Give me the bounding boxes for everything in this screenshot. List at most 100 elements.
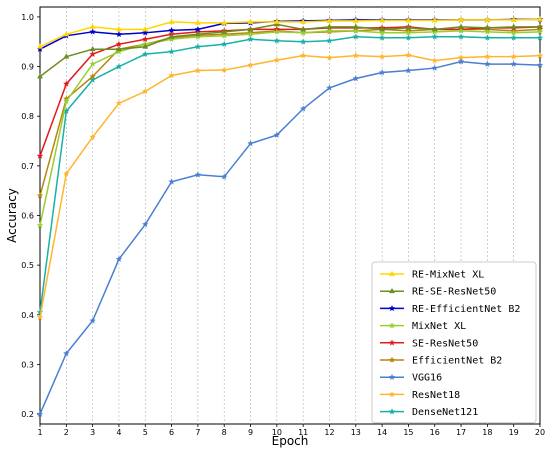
data-point bbox=[484, 53, 491, 60]
y-tick-label: 0.4 bbox=[21, 311, 34, 320]
data-point bbox=[168, 48, 175, 55]
legend-swatch-marker bbox=[388, 339, 396, 346]
data-point bbox=[37, 43, 43, 49]
data-point bbox=[431, 17, 438, 23]
x-tick-label: 14 bbox=[377, 428, 387, 437]
data-point bbox=[89, 28, 96, 35]
legend-swatch-marker bbox=[388, 356, 396, 363]
data-point bbox=[142, 29, 149, 36]
data-point bbox=[142, 43, 149, 49]
data-point bbox=[89, 23, 96, 29]
data-point bbox=[510, 16, 517, 22]
legend-label: RE-EfficientNet B2 bbox=[412, 304, 520, 315]
legend-label: MixNet XL bbox=[412, 321, 466, 332]
data-point bbox=[220, 66, 228, 73]
y-axis-label: Accuracy bbox=[5, 188, 19, 243]
legend-entry: EfficientNet B2 bbox=[380, 356, 502, 367]
data-point bbox=[378, 53, 386, 60]
data-point bbox=[221, 28, 228, 34]
data-point bbox=[484, 16, 491, 22]
data-point bbox=[537, 16, 543, 22]
y-tick-label: 0.9 bbox=[21, 63, 34, 72]
data-point bbox=[36, 192, 44, 199]
legend-label: ResNet18 bbox=[412, 390, 460, 401]
data-point bbox=[247, 35, 254, 43]
data-point bbox=[405, 17, 412, 23]
legend-swatch-marker bbox=[389, 287, 395, 294]
data-point bbox=[299, 52, 307, 59]
data-point bbox=[326, 37, 333, 44]
series-8 bbox=[36, 33, 544, 316]
legend-label: DenseNet121 bbox=[412, 407, 478, 418]
x-tick-label: 4 bbox=[116, 428, 121, 437]
data-point bbox=[300, 26, 307, 32]
series-line bbox=[39, 23, 540, 78]
data-point bbox=[168, 72, 175, 79]
y-tick-label: 1.0 bbox=[21, 13, 34, 22]
x-tick-label: 6 bbox=[169, 428, 174, 437]
data-point bbox=[457, 27, 465, 34]
legend-entry: RE-SE-ResNet50 bbox=[380, 287, 496, 298]
data-point bbox=[194, 43, 202, 50]
data-point bbox=[142, 26, 149, 32]
data-point bbox=[115, 45, 122, 52]
data-point bbox=[168, 26, 175, 34]
data-point bbox=[63, 53, 70, 59]
data-point bbox=[299, 38, 307, 45]
data-point bbox=[273, 37, 281, 44]
x-tick-label: 2 bbox=[64, 428, 69, 437]
data-point bbox=[63, 80, 70, 87]
data-point bbox=[299, 105, 307, 112]
data-point bbox=[89, 50, 96, 57]
legend-entry: DenseNet121 bbox=[380, 407, 478, 418]
data-point bbox=[89, 60, 96, 67]
data-point bbox=[352, 33, 360, 40]
data-point bbox=[220, 40, 228, 47]
data-point bbox=[142, 221, 149, 228]
data-point bbox=[378, 29, 386, 36]
data-point bbox=[247, 140, 254, 147]
data-point bbox=[273, 131, 281, 138]
legend-entry: MixNet XL bbox=[380, 321, 466, 332]
data-point bbox=[168, 178, 175, 185]
y-tick-label: 0.5 bbox=[21, 261, 34, 270]
data-point bbox=[247, 30, 254, 38]
data-point bbox=[457, 33, 465, 40]
legend-swatch-marker bbox=[388, 373, 396, 380]
data-point bbox=[115, 30, 123, 38]
data-point bbox=[326, 23, 333, 29]
legend-box bbox=[371, 261, 537, 424]
data-point bbox=[36, 152, 44, 159]
x-tick-label: 12 bbox=[324, 428, 334, 437]
legend-label: SE-ResNet50 bbox=[412, 338, 478, 349]
x-tick-label: 8 bbox=[222, 428, 227, 437]
data-point bbox=[89, 73, 96, 80]
y-tick-label: 0.6 bbox=[21, 212, 34, 221]
data-point bbox=[63, 97, 70, 105]
data-point bbox=[194, 67, 202, 74]
x-axis-label: Epoch bbox=[272, 434, 309, 448]
series-line bbox=[39, 18, 541, 48]
data-point bbox=[405, 34, 412, 41]
data-point bbox=[536, 34, 544, 41]
data-point bbox=[115, 26, 122, 32]
series-line bbox=[39, 54, 541, 318]
x-tick-label: 15 bbox=[403, 428, 413, 437]
x-tick-label: 20 bbox=[535, 428, 545, 437]
data-point bbox=[194, 19, 201, 25]
legend-entry: RE-EfficientNet B2 bbox=[380, 304, 520, 315]
data-point bbox=[510, 53, 517, 60]
legend-swatch-marker bbox=[388, 408, 396, 415]
data-point bbox=[352, 52, 360, 59]
data-point bbox=[457, 58, 465, 65]
data-point bbox=[379, 17, 386, 23]
x-tick-label: 7 bbox=[195, 428, 200, 437]
data-point bbox=[247, 18, 254, 24]
data-point bbox=[115, 99, 123, 107]
legend-entry: VGG16 bbox=[380, 373, 442, 384]
y-tick-label: 0.3 bbox=[21, 360, 34, 369]
data-point bbox=[37, 73, 43, 79]
data-point bbox=[510, 60, 517, 67]
data-point bbox=[115, 63, 123, 70]
data-point bbox=[379, 26, 386, 32]
